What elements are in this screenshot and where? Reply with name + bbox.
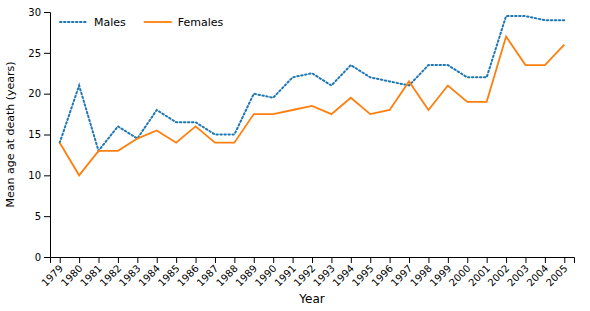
tick-mark [44, 257, 50, 258]
y-tick: 15 [28, 129, 50, 140]
tick-label: 1986 [175, 263, 201, 289]
tick-mark [487, 257, 488, 263]
tick-label: 1993 [311, 263, 337, 289]
tick-mark [293, 257, 294, 263]
legend-label: Males [94, 16, 126, 29]
tick-label: 1991 [272, 263, 298, 289]
tick-label: 1998 [408, 263, 434, 289]
legend-item: Females [144, 16, 224, 29]
tick-mark [157, 257, 158, 263]
tick-label: 10 [28, 170, 41, 181]
tick-label: 1999 [428, 263, 454, 289]
series-line [60, 37, 565, 176]
tick-label: 2002 [486, 263, 512, 289]
y-tick: 10 [28, 170, 50, 181]
tick-label: 30 [28, 7, 41, 18]
axis-domain [51, 258, 575, 264]
tick-mark [448, 257, 449, 263]
legend-item: Males [60, 16, 126, 29]
tick-label: 1985 [156, 263, 182, 289]
tick-mark [44, 94, 50, 95]
tick-mark [564, 257, 565, 263]
lines [60, 16, 565, 175]
tick-mark [44, 175, 50, 176]
tick-label: 1982 [98, 263, 124, 289]
tick-label: 1983 [117, 263, 143, 289]
tick-label: 1988 [214, 263, 240, 289]
tick-mark [390, 257, 391, 263]
tick-mark [545, 257, 546, 263]
tick-label: 1995 [350, 263, 376, 289]
y-axis: 0 5 10 15 20 25 30 [28, 7, 50, 263]
tick-label: 1992 [292, 263, 318, 289]
tick-label: 1984 [136, 263, 162, 289]
tick-mark [176, 257, 177, 263]
tick-label: 0 [35, 252, 41, 263]
tick-label: 1989 [233, 263, 259, 289]
y-tick: 20 [28, 88, 50, 99]
legend: Males Females [60, 16, 224, 29]
legend-label: Females [178, 16, 224, 29]
tick-mark [351, 257, 352, 263]
tick-label: 15 [28, 129, 41, 140]
legend-swatch [60, 21, 88, 23]
y-tick: 0 [35, 252, 50, 263]
tick-label: 1996 [369, 263, 395, 289]
tick-mark [409, 257, 410, 263]
tick-mark [525, 257, 526, 263]
legend-swatch [144, 21, 172, 23]
y-tick: 30 [28, 7, 50, 18]
axis-domain [44, 13, 51, 258]
tick-label: 5 [35, 211, 41, 222]
tick-label: 2000 [447, 263, 473, 289]
tick-label: 1981 [78, 263, 104, 289]
tick-mark [467, 257, 468, 263]
tick-label: 2004 [525, 263, 551, 289]
y-axis-title: Mean age at death (years) [4, 61, 17, 207]
tick-mark [331, 257, 332, 263]
chart: 1979198019811982198319841985198619871988… [0, 0, 590, 311]
tick-label: 2003 [505, 263, 531, 289]
tick-label: 20 [28, 88, 41, 99]
tick-mark [215, 257, 216, 263]
tick-mark [137, 257, 138, 263]
x-axis: 1979198019811982198319841985198619871988… [39, 257, 574, 288]
tick-mark [60, 257, 61, 263]
tick-mark [428, 257, 429, 263]
tick-mark [370, 257, 371, 263]
tick-mark [44, 53, 50, 54]
tick-mark [44, 135, 50, 136]
x-axis-title: Year [298, 292, 324, 306]
tick-label: 2005 [544, 263, 570, 289]
tick-label: 1997 [389, 263, 415, 289]
tick-label: 1987 [195, 263, 221, 289]
tick-mark [506, 257, 507, 263]
x-tick: 2005 [544, 257, 570, 288]
tick-label: 1979 [39, 263, 65, 289]
tick-mark [273, 257, 274, 263]
tick-label: 1980 [59, 263, 85, 289]
tick-mark [254, 257, 255, 263]
tick-mark [44, 12, 50, 13]
tick-mark [196, 257, 197, 263]
y-tick: 5 [35, 211, 50, 222]
tick-mark [44, 216, 50, 217]
tick-label: 1990 [253, 263, 279, 289]
tick-mark [234, 257, 235, 263]
y-tick: 25 [28, 48, 50, 59]
tick-mark [79, 257, 80, 263]
series-line [60, 16, 565, 151]
tick-mark [118, 257, 119, 263]
tick-mark [99, 257, 100, 263]
tick-label: 2001 [466, 263, 492, 289]
tick-mark [312, 257, 313, 263]
tick-label: 1994 [330, 263, 356, 289]
plot: 1979198019811982198319841985198619871988… [4, 7, 575, 306]
tick-label: 25 [28, 48, 41, 59]
